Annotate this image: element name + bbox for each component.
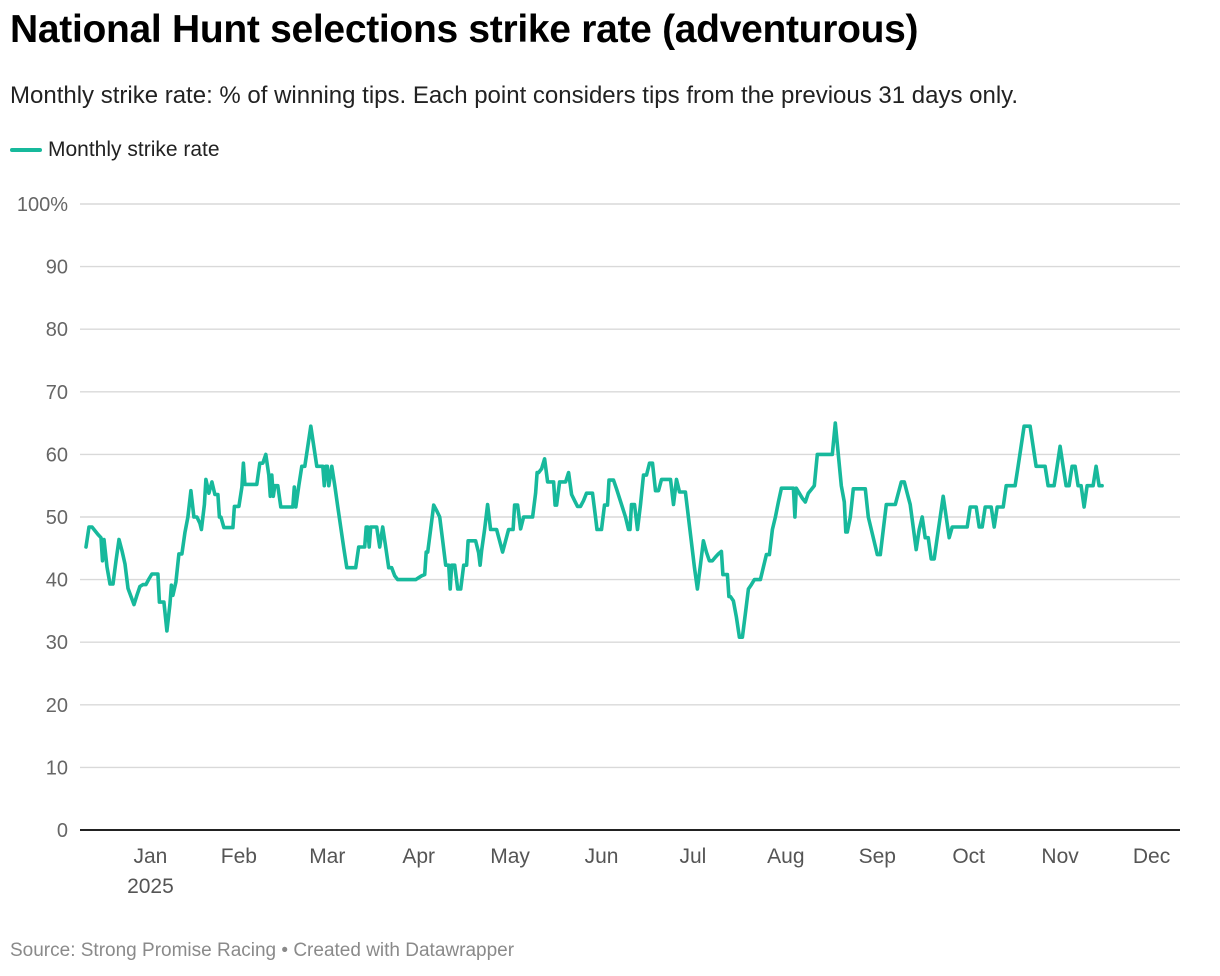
y-tick-label-100: 100% (17, 194, 68, 216)
x-tick-label-jan: Jan (134, 845, 168, 868)
legend-label: Monthly strike rate (48, 138, 220, 161)
y-tick-label-70: 70 (46, 382, 68, 404)
y-tick-label-50: 50 (46, 507, 68, 529)
chart-footer: Source: Strong Promise Racing • Created … (10, 940, 515, 961)
x-tick-label-aug: Aug (767, 845, 804, 868)
x-tick-label-feb: Feb (221, 845, 257, 868)
y-tick-label-80: 80 (46, 319, 68, 341)
y-tick-label-60: 60 (46, 444, 68, 466)
legend-swatch (10, 148, 42, 152)
chart-subtitle: Monthly strike rate: % of winning tips. … (10, 82, 1019, 109)
y-tick-label-40: 40 (46, 570, 68, 592)
y-tick-label-90: 90 (46, 257, 68, 279)
x-tick-label-nov: Nov (1041, 845, 1079, 868)
x-tick-sublabel-year: 2025 (127, 875, 174, 898)
x-tick-label-jul: Jul (680, 845, 707, 868)
y-tick-label-10: 10 (46, 757, 68, 779)
x-tick-label-sep: Sep (859, 845, 896, 868)
x-tick-label-mar: Mar (309, 845, 345, 868)
x-tick-label-apr: Apr (402, 845, 435, 868)
x-tick-label-oct: Oct (952, 845, 985, 868)
y-tick-label-0: 0 (57, 820, 68, 842)
y-tick-label-20: 20 (46, 695, 68, 717)
x-tick-label-may: May (490, 845, 530, 868)
chart-legend: Monthly strike rate (10, 138, 220, 162)
x-tick-label-dec: Dec (1133, 845, 1170, 868)
x-tick-label-jun: Jun (585, 845, 619, 868)
chart-title: National Hunt selections strike rate (ad… (10, 8, 919, 51)
series-line-monthly-strike-rate (84, 421, 1104, 639)
y-tick-label-30: 30 (46, 632, 68, 654)
